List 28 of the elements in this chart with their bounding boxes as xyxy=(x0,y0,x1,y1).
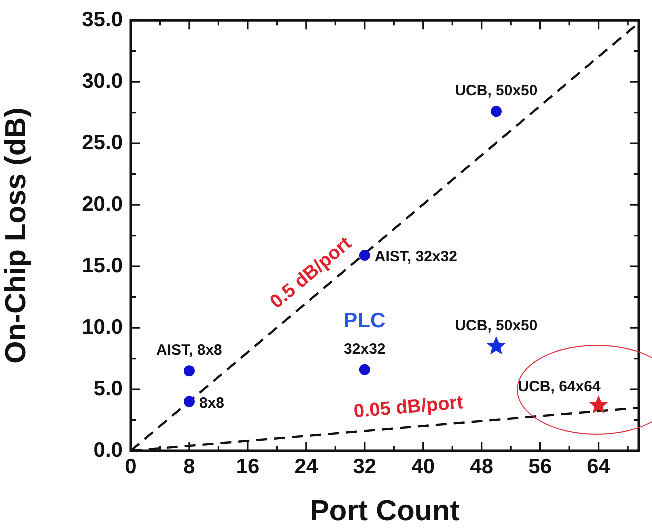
annotation: AIST, 8x8 xyxy=(156,342,222,360)
y-tick-label: 25.0 xyxy=(82,131,123,154)
y-tick-label: 5.0 xyxy=(94,377,123,400)
x-tick-label: 32 xyxy=(353,455,377,478)
annotation: UCB, 50x50 xyxy=(455,82,538,100)
x-tick-label: 56 xyxy=(528,455,552,478)
y-tick-label: 20.0 xyxy=(82,192,123,216)
annotation: 8x8 xyxy=(199,394,225,412)
annotation: UCB, 50x50 xyxy=(455,318,538,335)
x-tick-label: 24 xyxy=(294,455,318,478)
y-tick-label: 15.0 xyxy=(82,254,123,278)
y-tick-label: 10.0 xyxy=(82,316,123,339)
x-tick-label: 8 xyxy=(184,455,196,478)
x-tick-label: 48 xyxy=(470,455,494,478)
y-tick-label: 35.0 xyxy=(82,8,123,32)
x-tick-label: 16 xyxy=(236,455,260,478)
x-tick-label: 64 xyxy=(587,455,611,478)
annotation: 32x32 xyxy=(344,340,386,358)
x-axis-title: Port Count xyxy=(310,496,460,528)
annotation: AIST, 32x32 xyxy=(374,248,458,266)
x-tick-label: 40 xyxy=(412,455,436,478)
annotation: UCB, 64x64 xyxy=(518,378,602,396)
x-tick-label: 0 xyxy=(125,455,137,478)
y-tick-label: 30.0 xyxy=(82,70,123,93)
annotation: PLC xyxy=(344,310,386,333)
y-tick-label: 0.0 xyxy=(94,438,123,462)
series-label: 0.05 dB/port xyxy=(353,392,465,423)
y-axis-title: On-Chip Loss (dB) xyxy=(0,108,32,364)
